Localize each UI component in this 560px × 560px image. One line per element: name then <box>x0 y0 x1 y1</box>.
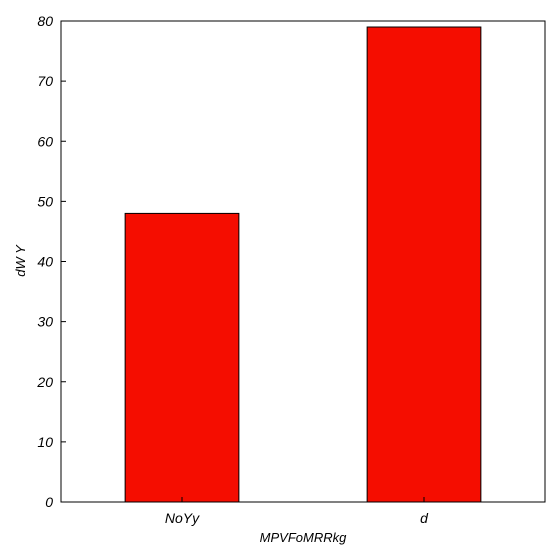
bars-group <box>124 26 482 503</box>
y-tick-label: 30 <box>37 314 53 330</box>
y-tick-label: 40 <box>37 254 53 270</box>
y-tick-label: 50 <box>37 193 53 209</box>
x-axis-ticks: NoYy d <box>165 497 429 526</box>
y-tick-label: 60 <box>37 133 53 149</box>
x-tick-label: d <box>420 510 429 526</box>
y-tick-label: 80 <box>37 13 53 29</box>
y-tick-label: 10 <box>37 434 53 450</box>
y-tick-label: 70 <box>37 73 53 89</box>
y-tick-label: 0 <box>45 494 53 510</box>
x-tick-label: NoYy <box>165 510 200 526</box>
y-axis-title: dW Y <box>13 244 28 277</box>
x-axis-title: MPVFoMRRkg <box>260 530 347 545</box>
y-axis-ticks: 0 10 20 30 40 50 60 70 80 <box>36 13 66 510</box>
y-tick-label: 20 <box>36 374 53 390</box>
bar-NoYy <box>124 212 240 503</box>
bar-d <box>366 26 482 503</box>
